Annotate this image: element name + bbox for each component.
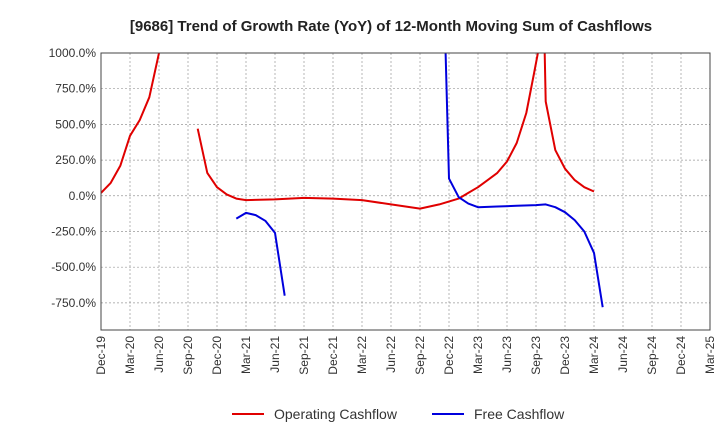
series-line-operating-cashflow bbox=[101, 53, 160, 194]
x-tick-label: Mar-21 bbox=[239, 336, 253, 374]
x-tick-label: Jun-21 bbox=[268, 336, 282, 373]
grid-layer bbox=[100, 52, 711, 330]
series-line-free-cashflow bbox=[444, 53, 604, 308]
y-axis-tick-labels: 1000.0% 750.0% 500.0% 250.0% 0.0% -250.0% -500… bbox=[49, 46, 97, 310]
x-tick-label: Dec-19 bbox=[94, 336, 108, 375]
x-tick-label: Sep-24 bbox=[645, 336, 659, 375]
legend-label-free-cashflow: Free Cashflow bbox=[474, 406, 565, 422]
series-line-free-cashflow bbox=[235, 211, 286, 296]
y-tick-label: -750.0% bbox=[51, 296, 96, 310]
y-tick-label: -250.0% bbox=[51, 224, 96, 238]
x-tick-label: Sep-22 bbox=[413, 336, 427, 375]
y-tick-label: 0.0% bbox=[69, 189, 97, 203]
y-tick-label: 750.0% bbox=[55, 82, 96, 96]
series-line-operating-cashflow bbox=[196, 53, 539, 210]
x-tick-label: Mar-24 bbox=[587, 336, 601, 374]
x-tick-label: Sep-23 bbox=[529, 336, 543, 375]
x-tick-label: Jun-20 bbox=[152, 336, 166, 373]
x-tick-label: Dec-23 bbox=[558, 336, 572, 375]
x-tick-label: Jun-24 bbox=[616, 336, 630, 373]
y-tick-label: 250.0% bbox=[55, 153, 96, 167]
x-axis-tick-labels: Dec-19 Mar-20 Jun-20 Sep-20 Dec-20 Mar-21 Jun-… bbox=[94, 336, 717, 375]
legend-label-operating-cashflow: Operating Cashflow bbox=[274, 406, 398, 422]
plot-border bbox=[100, 52, 711, 331]
x-tick-label: Mar-22 bbox=[355, 336, 369, 374]
x-tick-label: Dec-21 bbox=[326, 336, 340, 375]
x-tick-label: Dec-22 bbox=[442, 336, 456, 375]
y-tick-label: 1000.0% bbox=[49, 46, 97, 60]
legend: Operating Cashflow Free Cashflow bbox=[232, 406, 565, 422]
x-tick-label: Sep-20 bbox=[181, 336, 195, 375]
series-line-operating-cashflow bbox=[543, 53, 595, 193]
x-tick-label: Mar-23 bbox=[471, 336, 485, 374]
x-tick-label: Jun-22 bbox=[384, 336, 398, 373]
y-tick-label: 500.0% bbox=[55, 117, 96, 131]
chart-title: [9686] Trend of Growth Rate (YoY) of 12-… bbox=[130, 18, 652, 35]
x-tick-label: Mar-25 bbox=[703, 336, 717, 374]
x-tick-label: Mar-20 bbox=[123, 336, 137, 374]
x-tick-label: Jun-23 bbox=[500, 336, 514, 373]
x-tick-label: Dec-20 bbox=[210, 336, 224, 375]
x-tick-label: Dec-24 bbox=[674, 336, 688, 375]
y-tick-label: -500.0% bbox=[51, 260, 96, 274]
series-layer bbox=[101, 53, 604, 308]
x-tick-label: Sep-21 bbox=[297, 336, 311, 375]
